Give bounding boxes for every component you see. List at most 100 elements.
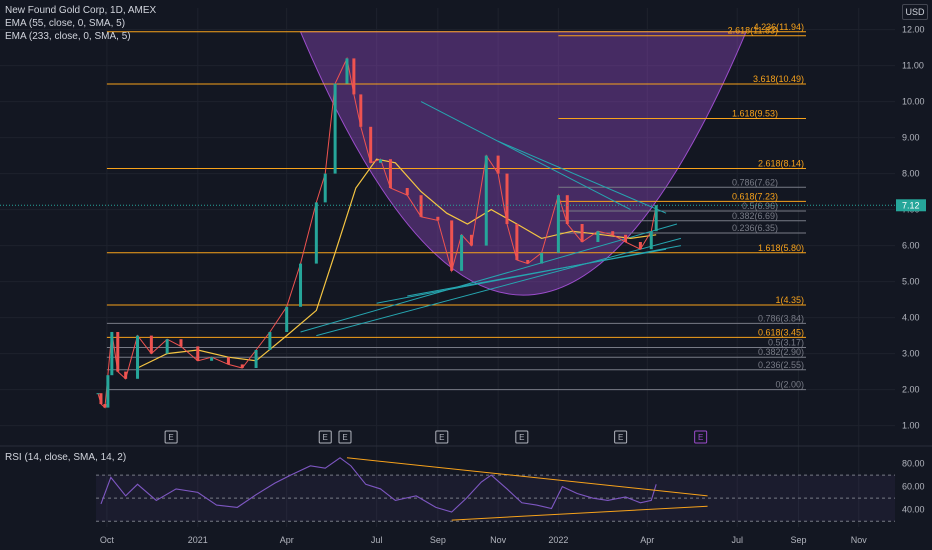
y-tick-label: 9.00: [902, 133, 920, 143]
y-tick-label: 6.00: [902, 241, 920, 251]
price-candle: [405, 188, 409, 196]
price-candle: [268, 332, 272, 350]
time-axis[interactable]: Oct 2021 Apr Jul Sep Nov 2022 Apr Jul Sep Nov: [100, 535, 867, 545]
fib2-level-label: 0.618(7.23): [732, 191, 778, 201]
price-candle: [460, 234, 464, 271]
fib2-level-label: 0.236(6.35): [732, 223, 778, 233]
price-candle: [469, 234, 473, 246]
fib2-level-label: 0.5(6.96): [742, 201, 778, 211]
price-candle: [638, 242, 642, 250]
price-candle: [359, 94, 363, 127]
x-tick-label: Jul: [731, 535, 743, 545]
trend-line: [497, 140, 667, 214]
earnings-marker-box: [338, 430, 352, 444]
fib-level-label: 2.618(8.14): [758, 159, 804, 169]
price-candle: [379, 159, 383, 163]
price-candle: [136, 335, 140, 379]
rsi-tick-label: 60.00: [902, 482, 925, 492]
y-tick-label: 4.00: [902, 313, 920, 323]
trend-line: [407, 248, 667, 297]
x-tick-label: 2021: [188, 535, 208, 545]
price-candle: [254, 350, 258, 368]
chart-title[interactable]: New Found Gold Corp, 1D, AMEX: [5, 5, 157, 16]
ema55-line: [137, 158, 657, 369]
rsi-tick-label: 40.00: [902, 505, 925, 515]
y-tick-label: 12.00: [902, 25, 925, 35]
y-tick-label: 5.00: [902, 277, 920, 287]
price-candle: [654, 205, 658, 232]
earnings-marker-label: E: [342, 433, 347, 442]
earnings-marker-label: E: [168, 433, 173, 442]
y-tick-label: 8.00: [902, 169, 920, 179]
fib2-level-label: 0.382(6.69): [732, 211, 778, 221]
fib-level-label: 0.236(2.55): [758, 360, 804, 370]
bowl-arc: [299, 31, 747, 296]
price-candle: [165, 339, 169, 354]
y-tick-label: 3.00: [902, 349, 920, 359]
x-tick-label: Sep: [430, 535, 446, 545]
price-candle: [515, 224, 519, 260]
ema233-legend[interactable]: EMA (233, close, 0, SMA, 5): [5, 31, 131, 42]
price-candle: [369, 126, 373, 163]
price-candle: [179, 339, 183, 347]
currency-badge[interactable]: USD: [902, 4, 928, 20]
rsi-trend-lower: [451, 505, 708, 521]
price-candle: [345, 58, 349, 84]
earnings-marker-box: [515, 430, 529, 444]
earnings-marker-box: [318, 430, 332, 444]
fib-level-label: 0.382(2.90): [758, 347, 804, 357]
ema55-legend[interactable]: EMA (55, close, 0, SMA, 5): [5, 18, 126, 29]
y-tick-label: 2.00: [902, 385, 920, 395]
price-candle: [484, 155, 488, 246]
fib2-level-label: 2.618(11.83): [728, 26, 778, 36]
y-tick-label: 1.00: [902, 421, 920, 431]
price-axis[interactable]: 1.002.003.004.005.006.007.008.009.0010.0…: [896, 25, 926, 431]
trend-lines: [300, 101, 682, 337]
x-tick-label: 2022: [548, 535, 568, 545]
price-candle: [496, 155, 500, 174]
fib-level-label: 0.5(3.17): [768, 337, 804, 347]
earnings-marker-label: E: [519, 433, 524, 442]
price-candle: [299, 263, 303, 307]
price-candle: [333, 83, 337, 174]
price-candle: [565, 195, 569, 224]
trend-line: [316, 237, 682, 337]
rsi-panel: 80.00 60.00 40.00: [96, 457, 925, 522]
x-tick-label: Sep: [790, 535, 806, 545]
price-candle: [352, 58, 356, 95]
price-candle: [526, 260, 530, 264]
rsi-legend[interactable]: RSI (14, close, SMA, 14, 2): [5, 452, 127, 463]
trend-line: [420, 101, 631, 211]
price-candle: [450, 220, 454, 271]
x-tick-label: Nov: [490, 535, 507, 545]
x-tick-label: Apr: [280, 535, 294, 545]
price-candle: [149, 335, 153, 354]
price-candle: [596, 231, 600, 242]
fib-level-label: 0.618(3.45): [758, 327, 804, 337]
price-candle: [580, 224, 584, 242]
fib2-level-label: 1.618(9.53): [732, 109, 778, 119]
fib-level-label: 0(2.00): [775, 380, 804, 390]
x-tick-label: Nov: [851, 535, 868, 545]
price-candle: [624, 234, 628, 242]
price-candle: [210, 357, 214, 361]
price-label-text: 7.12: [902, 200, 920, 210]
rsi-line: [100, 457, 657, 513]
price-candle: [106, 375, 110, 408]
price-candle: [116, 332, 120, 372]
price-candle: [110, 332, 114, 376]
fib-level-label: 3.618(10.49): [753, 74, 804, 84]
price-candle: [436, 216, 440, 221]
trend-line: [300, 223, 678, 333]
price-series: [0, 56, 895, 409]
price-candle: [196, 346, 200, 361]
price-candle: [419, 195, 423, 217]
price-candle: [96, 393, 100, 395]
y-tick-label: 10.00: [902, 97, 925, 107]
price-candle: [649, 231, 653, 250]
fib-levels: 0(2.00)0.236(2.55)0.382(2.90)0.5(3.17)0.…: [106, 22, 806, 391]
price-candle: [388, 159, 392, 188]
earnings-marker-box: [694, 430, 708, 444]
